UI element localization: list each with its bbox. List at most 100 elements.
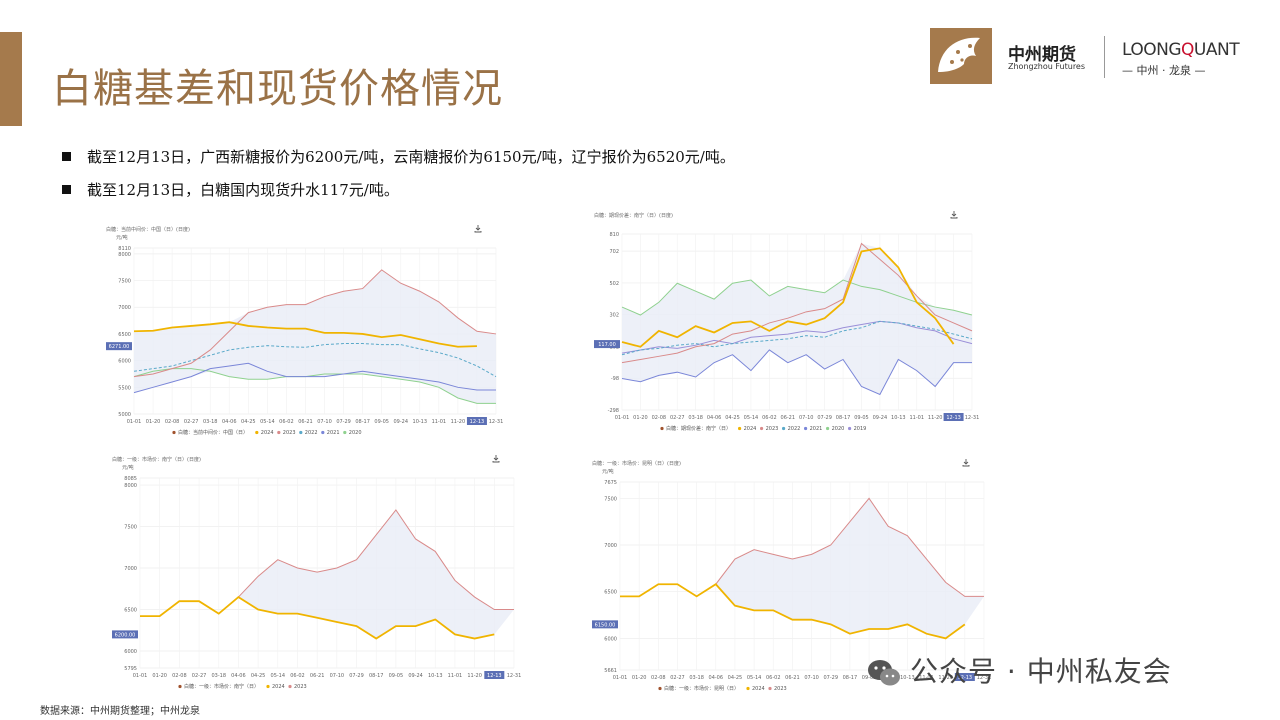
x-tick-label: 11-20: [451, 419, 466, 425]
x-tick-label: 07-29: [817, 415, 832, 421]
series-line-2022: [621, 320, 973, 356]
legend-label: 2020: [832, 426, 845, 432]
y-tick-label: 302: [609, 313, 619, 319]
current-value-tag: [594, 340, 620, 349]
y-tick-label: 7500: [124, 525, 137, 531]
chart-svg: 白糖：期现价差：南宁（日）(日度)810702502302102-98-2980…: [594, 211, 980, 432]
legend-marker: [768, 686, 772, 691]
y-tick-label: 5795: [124, 666, 137, 672]
legend-marker: [826, 426, 830, 431]
series-line-2021: [621, 349, 972, 396]
series-line-2023: [133, 269, 497, 378]
x-tick-label: 03-18: [689, 675, 704, 681]
legend-label: 白糖：一级：市场价：南宁（日）: [184, 683, 259, 690]
x-tick-label: 01-20: [152, 673, 167, 679]
x-tick-label: 05-14: [271, 673, 286, 679]
leopard-logo-icon: [930, 28, 992, 84]
series-line-2023: [621, 242, 973, 364]
x-tick-label: 02-08: [651, 675, 666, 681]
download-icon: [474, 225, 482, 233]
x-tick-label: 08-17: [836, 415, 851, 421]
y-tick-label: 8110: [118, 246, 131, 252]
x-tick-label: 09-24: [873, 415, 888, 421]
current-value-tag: [592, 620, 618, 629]
x-current-tag: [484, 671, 505, 679]
x-tick-label: 08-17: [355, 419, 370, 425]
x-tick-label: 10-13: [413, 419, 428, 425]
chart-title: 白糖：一级：市场价：南宁（日）(日度): [112, 456, 201, 463]
title-accent-bar: [0, 32, 22, 126]
x-current-tag: [943, 413, 964, 421]
x-tick-label: 12-13: [946, 415, 961, 421]
bullet-item: 截至12月13日，白糖国内现货升水117元/吨。: [62, 179, 399, 200]
x-tick-label: 01-01: [613, 675, 628, 681]
x-tick-label: 11-20: [467, 673, 482, 679]
range-band: [622, 243, 972, 395]
x-tick-label: 07-29: [823, 675, 838, 681]
y-axis-label: 元/吨: [602, 468, 614, 475]
y-tick-label: 6000: [124, 649, 137, 655]
x-tick-label: 07-10: [799, 415, 814, 421]
x-tick-label: 08-17: [843, 675, 858, 681]
y-tick-label: 6500: [604, 590, 617, 596]
x-tick-label: 02-27: [192, 673, 207, 679]
wechat-watermark: 公众号 · 中州私友会: [866, 650, 1172, 690]
x-current-tag: [466, 417, 487, 425]
y-tick-label: 7500: [604, 496, 617, 502]
x-tick-label: 09-05: [374, 419, 389, 425]
legend-marker: [343, 430, 347, 435]
legend-marker: [299, 430, 303, 435]
legend-label: 2024: [752, 686, 765, 692]
brand-divider: [1104, 36, 1105, 78]
legend-marker: [266, 684, 270, 689]
y-tick-label: 810: [609, 232, 619, 238]
x-tick-label: 08-17: [369, 673, 384, 679]
x-tick-label: 12-31: [507, 673, 522, 679]
legend-marker: [277, 430, 281, 435]
data-source-note: 数据来源：中州期货整理；中州龙泉: [40, 706, 200, 717]
chart-title: 白糖：一级：市场价：昆明（日）(日度): [592, 460, 681, 467]
legend-label: 2024: [261, 430, 274, 436]
legend-label: 2019: [854, 426, 867, 432]
brand-name-en: Zhongzhou Futures: [1008, 62, 1086, 71]
y-tick-label: 6000: [118, 359, 131, 365]
x-tick-label: 01-01: [133, 673, 148, 679]
legend-marker: [760, 426, 764, 431]
y-tick-label: 8085: [124, 476, 137, 482]
x-tick-label: 05-14: [260, 419, 275, 425]
legend-label: 2024: [272, 684, 285, 690]
y-tick-label: 7000: [118, 305, 131, 311]
x-tick-label: 06-21: [785, 675, 800, 681]
legend-label: 2023: [283, 430, 296, 436]
chart-panel: 白糖：期现价差：南宁（日）(日度)810702502302102-98-2980…: [592, 208, 980, 436]
legend-label: 2021: [810, 426, 823, 432]
x-tick-label: 05-14: [747, 675, 762, 681]
legend-marker: [660, 426, 664, 431]
x-tick-label: 04-06: [222, 419, 237, 425]
y-axis-label: 元/吨: [122, 464, 134, 471]
current-value-label: 6200.00: [115, 632, 136, 638]
bullet-square-icon: [62, 151, 71, 161]
y-tick-label: -98: [611, 376, 619, 382]
y-tick-label: 5500: [118, 385, 131, 391]
y-tick-label: 7000: [124, 566, 137, 572]
legend-marker: [255, 430, 259, 435]
loongquant-subtitle: — 中州 · 龙泉 —: [1122, 64, 1206, 77]
x-tick-label: 10-13: [891, 415, 906, 421]
series-line-2024: [620, 583, 966, 640]
chart-title: 白糖：当前中间价：中国（日）(日度): [106, 226, 190, 233]
download-icon: [962, 459, 970, 467]
x-tick-label: 01-01: [615, 415, 630, 421]
y-tick-label: 6500: [118, 332, 131, 338]
x-tick-label: 11-20: [928, 415, 943, 421]
y-tick-label: -298: [608, 408, 619, 414]
legend-label: 白糖：当前中间价：中国（日）: [178, 429, 248, 436]
wechat-icon: [868, 660, 900, 686]
y-tick-label: 7000: [604, 543, 617, 549]
x-tick-label: 01-20: [632, 675, 647, 681]
loongquant-logo: LOONGQUANT: [1122, 40, 1240, 60]
x-tick-label: 04-25: [725, 415, 740, 421]
x-tick-label: 06-02: [766, 675, 781, 681]
x-tick-label: 06-21: [310, 673, 325, 679]
x-tick-label: 12-31: [965, 415, 980, 421]
